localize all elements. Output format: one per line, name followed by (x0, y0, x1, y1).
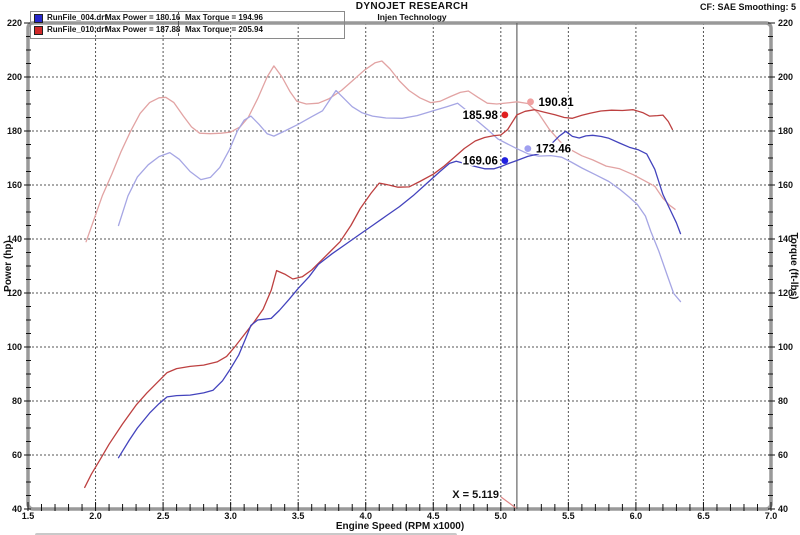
y-right-tick-label: 60 (778, 450, 788, 460)
y-right-tick-label: 140 (778, 234, 793, 244)
right-axis-title: Torque (ft-lbs) (788, 232, 799, 300)
y-right-tick-label: 160 (778, 180, 793, 190)
y-left-tick-label: 100 (7, 342, 22, 352)
x-tick-label: 2.0 (89, 511, 102, 521)
run010-max-power-label: Max Power = 187.88 (105, 25, 181, 34)
marker-dot-185.98 (501, 111, 509, 119)
x-tick-label: 2.5 (157, 511, 170, 521)
plot-frame (26, 21, 773, 511)
run010-max-torque-label: Max Torque = 205.94 (178, 24, 263, 36)
x-tick-label: 4.0 (359, 511, 372, 521)
x-tick-label: 7.0 (765, 511, 778, 521)
x-axis-title: Engine Speed (RPM x1000) (335, 521, 465, 532)
cursor-pointer-line (500, 496, 517, 509)
marker-dot-169.06 (501, 157, 509, 164)
x-tick-label: 6.5 (697, 511, 710, 521)
x-tick-label: 6.0 (630, 511, 643, 521)
marker-dot-190.81 (527, 98, 534, 106)
page-subtitle: Injen Technology (377, 12, 447, 22)
marker-value-label-173.46: 173.46 (536, 144, 571, 156)
y-left-tick-label: 220 (7, 18, 22, 28)
y-right-tick-label: 100 (778, 342, 793, 352)
clipped-panel-edge (35, 533, 457, 535)
marker-value-label-190.81: 190.81 (539, 97, 575, 109)
run010-color-swatch-icon (34, 25, 43, 35)
run004-max-power-label: Max Power = 180.16 (105, 13, 181, 22)
x-tick-label: 3.0 (224, 511, 237, 521)
x-tick-label: 4.5 (427, 511, 440, 521)
y-left-tick-label: 60 (12, 450, 22, 460)
y-right-tick-label: 40 (778, 504, 788, 514)
curve-0-runfile-010-torque-ft-lbs- (85, 60, 676, 243)
y-left-tick-label: 160 (7, 180, 22, 190)
y-right-tick-label: 80 (778, 396, 788, 406)
x-tick-label: 1.5 (22, 511, 35, 521)
legend-row-run004[interactable]: RunFile_004.drf Max Power = 180.16 Max T… (31, 12, 344, 24)
y-left-tick-label: 120 (7, 288, 22, 298)
correction-smoothing-label: CF: SAE Smoothing: 5 (700, 2, 796, 12)
y-left-tick-label: 140 (7, 234, 22, 244)
run-legend: RunFile_004.drf Max Power = 180.16 Max T… (30, 11, 345, 39)
page-title: DYNOJET RESEARCH (355, 1, 469, 12)
y-left-tick-label: 80 (12, 396, 22, 406)
y-left-tick-label: 200 (7, 72, 22, 82)
run010-file-label: RunFile_010.drf (47, 25, 108, 34)
curve-3-runfile-004-power-hp- (117, 130, 682, 459)
x-tick-label: 5.5 (562, 511, 575, 521)
y-right-tick-label: 120 (778, 288, 793, 298)
cursor-x-value-label: X = 5.119 (452, 489, 499, 501)
y-right-tick-label: 180 (778, 126, 793, 136)
y-left-tick-label: 40 (12, 504, 22, 514)
marker-value-label-169.06: 169.06 (463, 156, 498, 168)
left-axis-title: Power (hp) (3, 240, 14, 292)
marker-value-label-185.98: 185.98 (463, 110, 499, 122)
run004-max-torque-label: Max Torque = 194.96 (178, 12, 263, 24)
marker-dot-173.46 (524, 145, 532, 153)
curve-2-runfile-010-power-hp- (84, 109, 674, 489)
y-right-tick-label: 200 (778, 72, 793, 82)
y-left-tick-label: 180 (7, 126, 22, 136)
run004-color-swatch-icon (34, 13, 43, 23)
run004-file-label: RunFile_004.drf (47, 13, 108, 22)
legend-row-run010[interactable]: RunFile_010.drf Max Power = 187.88 Max T… (31, 24, 344, 36)
y-right-tick-label: 220 (778, 18, 793, 28)
x-tick-label: 5.0 (495, 511, 508, 521)
curve-1-runfile-004-torque-ft-lbs- (117, 89, 682, 303)
x-tick-label: 3.5 (292, 511, 305, 521)
